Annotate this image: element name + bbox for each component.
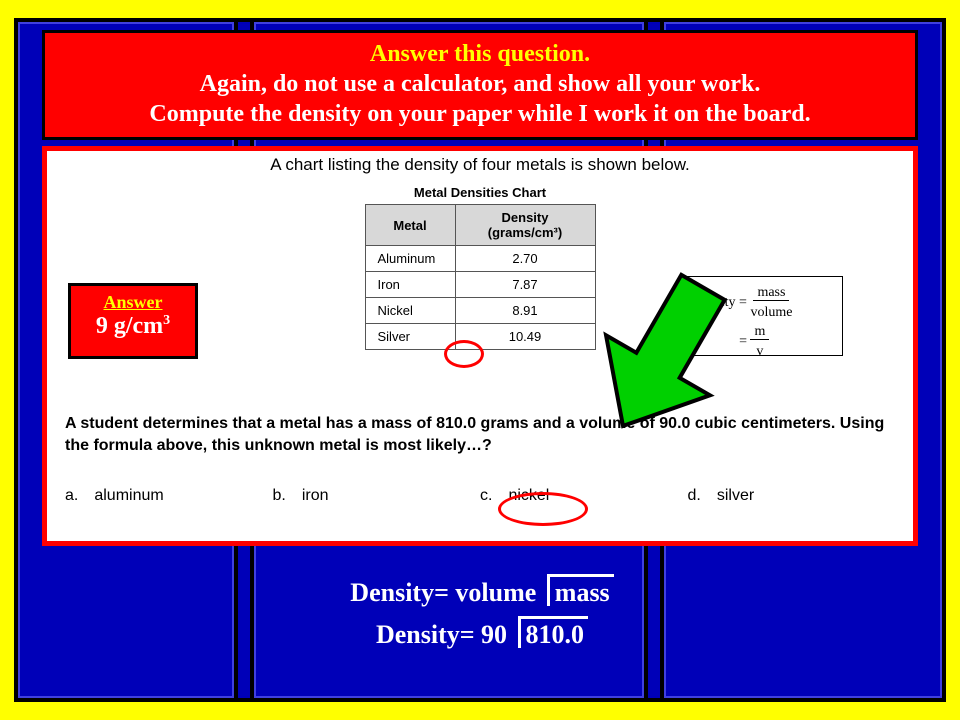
header-line2: Again, do not use a calculator, and show… (53, 69, 907, 99)
arrow-icon (568, 248, 768, 448)
header-line3: Compute the density on your paper while … (53, 99, 907, 129)
circle-annotation-option (498, 492, 588, 526)
density-table: Metal Density (grams/cm³) Aluminum 2.70 … (365, 204, 596, 350)
answer-box: Answer 9 g/cm3 (68, 283, 198, 359)
option-b: b. iron (273, 487, 481, 505)
option-d: d. silver (688, 487, 896, 505)
table-row: Iron 7.87 (365, 272, 595, 298)
answer-options: a. aluminum b. iron c. nickel d. silver (65, 487, 895, 505)
equation-line-2: Density= 90 810.0 (8, 620, 952, 650)
table-row: Aluminum 2.70 (365, 246, 595, 272)
header-line1: Answer this question. (53, 39, 907, 69)
instruction-header: Answer this question. Again, do not use … (42, 30, 918, 140)
answer-label: Answer (71, 292, 195, 313)
table-row: Nickel 8.91 (365, 298, 595, 324)
col-metal: Metal (365, 205, 455, 246)
worksheet-caption: A chart listing the density of four meta… (47, 155, 913, 175)
answer-value: 9 g/cm3 (71, 313, 195, 340)
option-a: a. aluminum (65, 487, 273, 505)
circle-annotation-table (444, 340, 484, 368)
table-title: Metal Densities Chart (47, 185, 913, 200)
equation-line-1: Density= volume mass (8, 578, 952, 608)
col-density: Density (grams/cm³) (455, 205, 595, 246)
question-text: A student determines that a metal has a … (65, 413, 895, 456)
